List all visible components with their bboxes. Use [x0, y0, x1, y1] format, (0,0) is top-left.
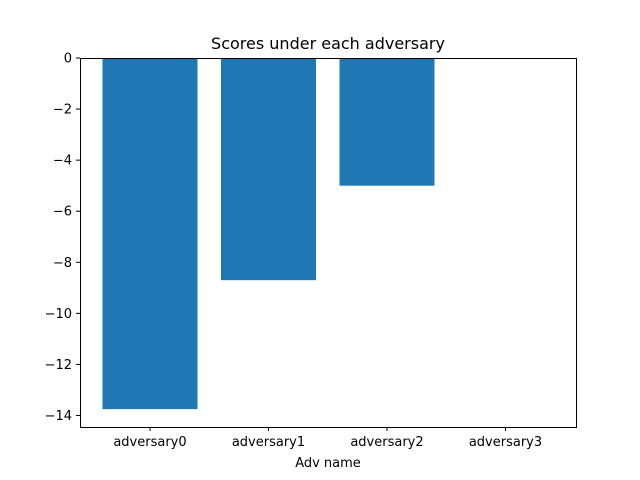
- y-tick-label: −12: [45, 358, 72, 373]
- x-tick-label: adversary2: [350, 435, 423, 450]
- x-tick-label: adversary0: [113, 435, 186, 450]
- x-axis-label: Adv name: [295, 456, 361, 471]
- y-tick-label: −14: [45, 409, 72, 424]
- y-tick-label: −10: [45, 307, 72, 322]
- x-axis: adversary0 adversary1 adversary2 adversary3: [113, 427, 542, 450]
- x-tick-label: adversary3: [469, 435, 542, 450]
- chart-title: Scores under each adversary: [211, 34, 445, 53]
- bar-adversary0: [102, 58, 198, 410]
- plot-frame: [80, 58, 577, 428]
- bar-adversary2: [339, 58, 435, 186]
- x-tick-label: adversary1: [232, 435, 305, 450]
- y-tick-label: 0: [64, 52, 72, 67]
- bars-group: [102, 58, 435, 410]
- y-tick-label: −8: [53, 256, 72, 271]
- y-tick-label: −6: [53, 205, 72, 220]
- y-tick-label: −2: [53, 103, 72, 118]
- bar-adversary1: [221, 58, 316, 281]
- y-axis: 0 −2 −4 −6 −8 −10 −12 −14: [45, 52, 80, 424]
- y-tick-label: −4: [53, 154, 72, 169]
